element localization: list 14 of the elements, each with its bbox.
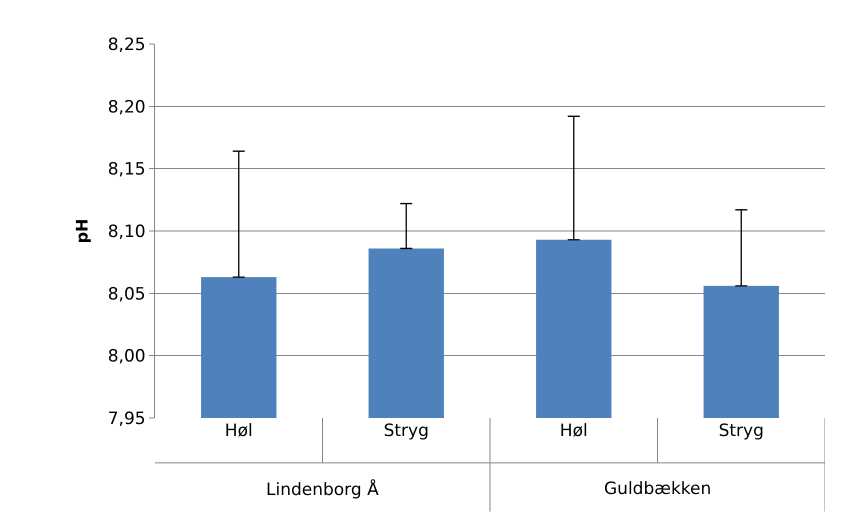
- y-tick-label: 7,95: [108, 408, 146, 429]
- y-tick-label: 8,10: [108, 222, 146, 242]
- x-tick-label: Stryg: [384, 421, 429, 441]
- x-tick-label: Stryg: [718, 421, 764, 441]
- text: Lindenborg Å: [266, 479, 380, 500]
- y-tick-label: 8,00: [108, 346, 146, 367]
- x-tick-label: Høl: [560, 421, 588, 441]
- y-tick-label: 8,25: [108, 34, 146, 55]
- y-tick-label: 8,20: [108, 97, 146, 118]
- x-tick-label: Høl: [224, 421, 253, 441]
- text: Guldbækken: [604, 479, 712, 499]
- y-tick-label: 8,15: [108, 160, 146, 180]
- y-axis-title: pH: [72, 218, 92, 244]
- y-tick-label: 8,05: [108, 284, 146, 304]
